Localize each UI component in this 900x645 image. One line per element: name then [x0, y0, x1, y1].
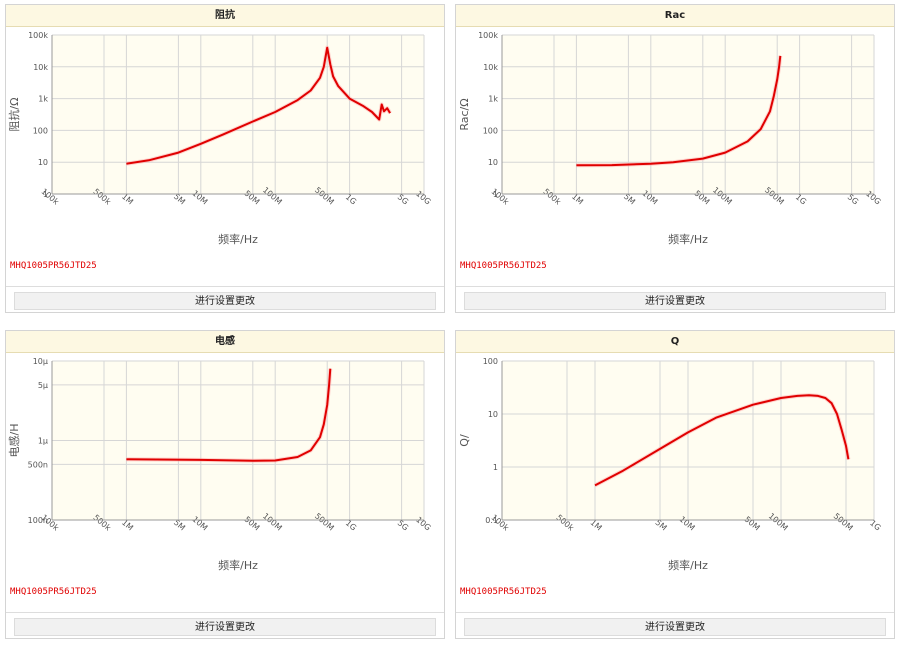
- y-tick-label: 100: [483, 126, 498, 135]
- impedance-chart: 100k 500k 1M 5M 10M 50M 100M 500M 1G 5G 10G1101001…: [7, 31, 432, 246]
- q-separator: [456, 612, 894, 613]
- q-chart-panel: Q 100k 500k 1M 5M 10M 50M 100M 500M 1G 0.1 1 10 100 频…: [455, 330, 895, 639]
- q-part-number: MHQ1005PR56JTD25: [460, 587, 547, 597]
- y-tick-label: 1: [493, 463, 498, 472]
- inductance-chart-panel: 电感 100k 500k 1M 5M 10M 50M 100M 500M 1G 5G 10G 100n…: [5, 330, 445, 639]
- series-line: [126, 46, 391, 165]
- x-tick-label: 10G: [414, 189, 432, 206]
- y-tick-label: 1μ: [38, 437, 48, 446]
- y-tick-label: 1: [493, 190, 498, 199]
- impedance-chart-panel: 阻抗 100k 500k 1M 5M 10M 50M 100M 500M 1G 5G 10G 1 10 1…: [5, 4, 445, 313]
- rac-chart: 100k 500k 1M 5M 10M 50M 100M 500M 1G 5G 10G1101001…: [458, 31, 882, 246]
- inductance-separator: [6, 612, 444, 613]
- q-chart-title: Q: [456, 331, 894, 353]
- impedance-settings-button[interactable]: 进行设置更改: [14, 292, 436, 310]
- y-tick-label: 5μ: [38, 381, 48, 390]
- y-tick-label: 100n: [28, 516, 48, 525]
- y-tick-label: 1k: [38, 95, 48, 104]
- inductance-settings-button[interactable]: 进行设置更改: [14, 618, 436, 636]
- inductance-chart: 100k 500k 1M 5M 10M 50M 100M 500M 1G 5G 10G100n500…: [8, 357, 432, 572]
- series-line: [126, 368, 332, 462]
- plot-area: [52, 35, 424, 194]
- impedance-separator: [6, 286, 444, 287]
- y-tick-label: 10k: [483, 63, 498, 72]
- plot-area: [502, 35, 874, 194]
- y-tick-label: 0.1: [485, 516, 498, 525]
- x-axis-title: 频率/Hz: [668, 558, 708, 572]
- series-line: [594, 394, 850, 487]
- y-axis-title: 电感/H: [8, 424, 21, 458]
- y-tick-label: 10: [38, 158, 48, 167]
- y-tick-label: 100: [483, 357, 498, 366]
- impedance-chart-title: 阻抗: [6, 5, 444, 27]
- y-tick-label: 100: [33, 126, 48, 135]
- q-settings-button[interactable]: 进行设置更改: [464, 618, 886, 636]
- y-tick-label: 10: [488, 410, 498, 419]
- x-tick-label: 10G: [864, 189, 882, 206]
- y-tick-label: 10k: [33, 63, 48, 72]
- rac-chart-panel: Rac 100k 500k 1M 5M 10M 50M 100M 500M 1G 5G 10G 1 10…: [455, 4, 895, 313]
- y-tick-label: 500n: [28, 460, 48, 469]
- y-tick-label: 100k: [478, 31, 498, 40]
- y-tick-label: 10: [488, 158, 498, 167]
- x-tick-label: 10G: [414, 515, 432, 532]
- impedance-part-number: MHQ1005PR56JTD25: [10, 261, 97, 271]
- y-axis-title: Rac/Ω: [458, 98, 471, 130]
- y-tick-label: 1: [43, 190, 48, 199]
- rac-part-number: MHQ1005PR56JTD25: [460, 261, 547, 271]
- series-line: [576, 55, 782, 167]
- x-axis-title: 频率/Hz: [668, 232, 708, 246]
- rac-settings-button[interactable]: 进行设置更改: [464, 292, 886, 310]
- rac-separator: [456, 286, 894, 287]
- y-tick-label: 10μ: [33, 357, 48, 366]
- inductance-chart-title: 电感: [6, 331, 444, 353]
- q-chart: 100k 500k 1M 5M 10M 50M 100M 500M 1G0.1110100频率/…: [458, 357, 882, 572]
- x-axis-title: 频率/Hz: [218, 558, 258, 572]
- y-axis-title: 阻抗/Ω: [7, 97, 21, 131]
- y-tick-label: 1k: [488, 95, 498, 104]
- inductance-part-number: MHQ1005PR56JTD25: [10, 587, 97, 597]
- y-tick-label: 100k: [28, 31, 48, 40]
- y-axis-title: Q/: [458, 434, 471, 447]
- rac-chart-title: Rac: [456, 5, 894, 27]
- x-axis-title: 频率/Hz: [218, 232, 258, 246]
